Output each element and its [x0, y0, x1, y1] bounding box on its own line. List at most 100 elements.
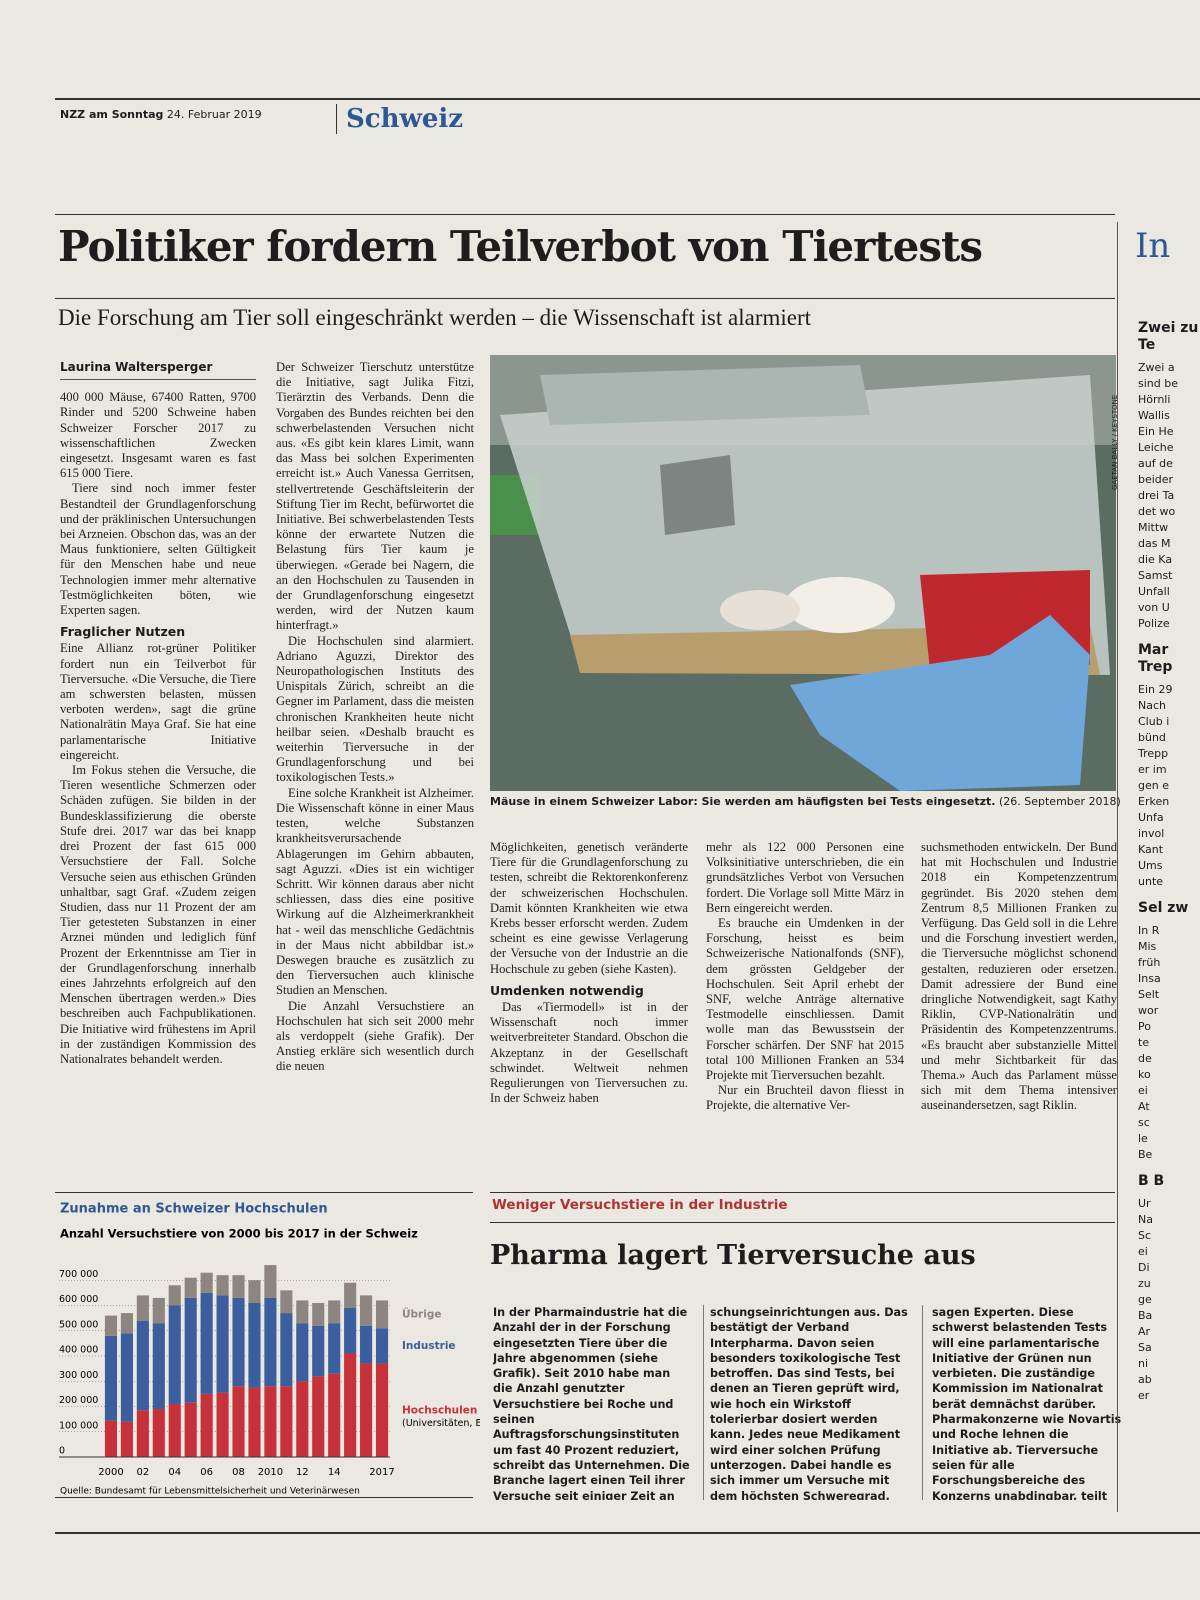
- bar-segment: [296, 1323, 309, 1382]
- bar-segment: [120, 1333, 133, 1422]
- bar-segment: [232, 1386, 245, 1457]
- sidebar-line: die Ka: [1138, 553, 1173, 566]
- sidebar-line: In R: [1138, 924, 1160, 937]
- sidebar-line: Po: [1138, 1020, 1151, 1033]
- chart: Zunahme an Schweizer Hochschulen Anzahl …: [59, 1202, 480, 1497]
- sidebar-heading: Zwei zu Te: [1138, 320, 1199, 353]
- glove: [790, 615, 1090, 791]
- sidebar-line: Ums: [1138, 859, 1163, 872]
- sidebar: Zwei zu Te Zwei a sind be Hörnli Wallis Ein H…: [1138, 310, 1200, 1510]
- bar-segment: [104, 1335, 118, 1421]
- headline: Politiker fordern Teilverbot von Tiertes…: [58, 222, 983, 271]
- header-rule: [55, 98, 1200, 100]
- sidebar-line: Erken: [1138, 795, 1170, 808]
- chart-subtitle: Anzahl Versuchstiere von 2000 bis 2017 i…: [60, 1227, 418, 1241]
- issue-date: 24. Februar 2019: [166, 108, 262, 121]
- mouse: [785, 577, 895, 633]
- chart-title: Zunahme an Schweizer Hochschulen: [60, 1202, 328, 1217]
- box-column: In der Pharmaindustrie hat die Anzahl de…: [493, 1306, 690, 1500]
- bar-segment: [168, 1285, 181, 1306]
- section-name: Schweiz: [346, 104, 464, 134]
- x-tick-label: 14: [328, 1467, 341, 1478]
- paragraph: Das «Tiermodell» ist in der Wissenschaft…: [490, 1000, 688, 1106]
- caption: Mäuse in einem Schweizer Labor: Sie werd…: [490, 795, 1121, 808]
- box-title: Pharma lagert Tierversuche aus: [490, 1240, 976, 1271]
- sidebar-line: Ur: [1138, 1197, 1151, 1210]
- bar-segment: [120, 1313, 133, 1334]
- sidebar-line: ni: [1138, 1357, 1149, 1370]
- sidebar-line: Club i: [1138, 715, 1170, 728]
- x-tick-label: 06: [200, 1467, 213, 1478]
- bar-segment: [296, 1381, 309, 1457]
- cage-lid: [540, 365, 870, 425]
- bar-segment: [248, 1387, 261, 1457]
- paragraph: Nur ein Bruchteil davon fliesst in Proje…: [706, 1083, 904, 1113]
- sidebar-line: Ar: [1138, 1325, 1151, 1338]
- legend-label: Industrie: [402, 1340, 456, 1352]
- bar-segment: [328, 1300, 341, 1324]
- box-kicker: Weniger Versuchstiere in der Industrie: [492, 1197, 788, 1213]
- sidebar-line: ei: [1138, 1084, 1148, 1097]
- sidebar-line: Samst: [1138, 569, 1173, 582]
- sidebar-line: das M: [1138, 537, 1171, 550]
- bar-segment: [344, 1353, 357, 1457]
- chart-bottom-rule: [55, 1497, 473, 1498]
- chart-source: Quelle: Bundesamt für Lebensmittelsicher…: [60, 1487, 360, 1497]
- y-tick-label: 300 000: [59, 1370, 98, 1381]
- bar-segment: [200, 1292, 213, 1394]
- x-tick-label: 04: [168, 1467, 181, 1478]
- bar-segment: [232, 1297, 245, 1387]
- sidebar-title: In: [1135, 226, 1171, 266]
- sidebar-line: invol: [1138, 827, 1165, 840]
- bar-segment: [152, 1297, 165, 1324]
- sidebar-line: Ba: [1138, 1309, 1153, 1322]
- bar-segment: [216, 1275, 229, 1296]
- text-column: suchsmethoden entwickeln. Der Bund hat m…: [921, 840, 1117, 1165]
- bar-segment: [200, 1272, 213, 1293]
- bar-segment: [280, 1386, 293, 1457]
- sidebar-line: Nach: [1138, 699, 1166, 712]
- subtitle-rule: [55, 298, 1115, 299]
- bar-segment: [216, 1392, 229, 1457]
- column-divider: [703, 1305, 704, 1500]
- y-tick-label: 500 000: [59, 1319, 98, 1330]
- bar-segment: [375, 1300, 389, 1329]
- bar-segment: [184, 1297, 197, 1403]
- x-tick-label: 2010: [258, 1467, 283, 1478]
- sidebar-heading: Mar Trep: [1138, 642, 1173, 675]
- bar-segment: [104, 1420, 118, 1457]
- sidebar-line: Insa: [1138, 972, 1161, 985]
- sidebar-line: de: [1138, 1052, 1152, 1065]
- sidebar-line: ab: [1138, 1373, 1152, 1386]
- column-divider: [922, 1305, 923, 1500]
- text-column: Laurina Waltersperger 400 000 Mäuse, 674…: [60, 360, 256, 1165]
- sidebar-line: Hörnli: [1138, 393, 1171, 406]
- box-rule: [490, 1222, 1115, 1223]
- sidebar-line: Leiche: [1138, 441, 1174, 454]
- bar-segment: [280, 1290, 293, 1314]
- x-tick-label: 02: [136, 1467, 149, 1478]
- bar-segment: [264, 1265, 277, 1298]
- caption-text: Mäuse in einem Schweizer Labor: Sie werd…: [490, 795, 996, 808]
- paragraph: 400 000 Mäuse, 67400 Ratten, 9700 Rinder…: [60, 390, 256, 481]
- bar-segment: [344, 1308, 357, 1354]
- sidebar-line: Unfa: [1138, 811, 1164, 824]
- sidebar-line: von U: [1138, 601, 1170, 614]
- sidebar-line: te: [1138, 1036, 1150, 1049]
- sidebar-line: Kant: [1138, 843, 1164, 856]
- x-tick-label: 2017: [369, 1467, 394, 1478]
- bar-segment: [375, 1363, 389, 1457]
- masthead: NZZ am Sonntag 24. Februar 2019: [60, 108, 262, 121]
- bar-segment: [136, 1320, 149, 1411]
- bar-segment: [264, 1386, 277, 1457]
- y-tick-label: 600 000: [59, 1294, 98, 1305]
- mouse: [720, 590, 800, 630]
- sidebar-line: Zwei a: [1138, 361, 1175, 374]
- sidebar-line: gen e: [1138, 779, 1169, 792]
- sidebar-line: Trepp: [1138, 747, 1169, 760]
- sidebar-line: zu: [1138, 1277, 1151, 1290]
- x-tick-label: 08: [232, 1467, 245, 1478]
- sidebar-line: det wo: [1138, 505, 1176, 518]
- y-tick-label: 200 000: [59, 1395, 98, 1406]
